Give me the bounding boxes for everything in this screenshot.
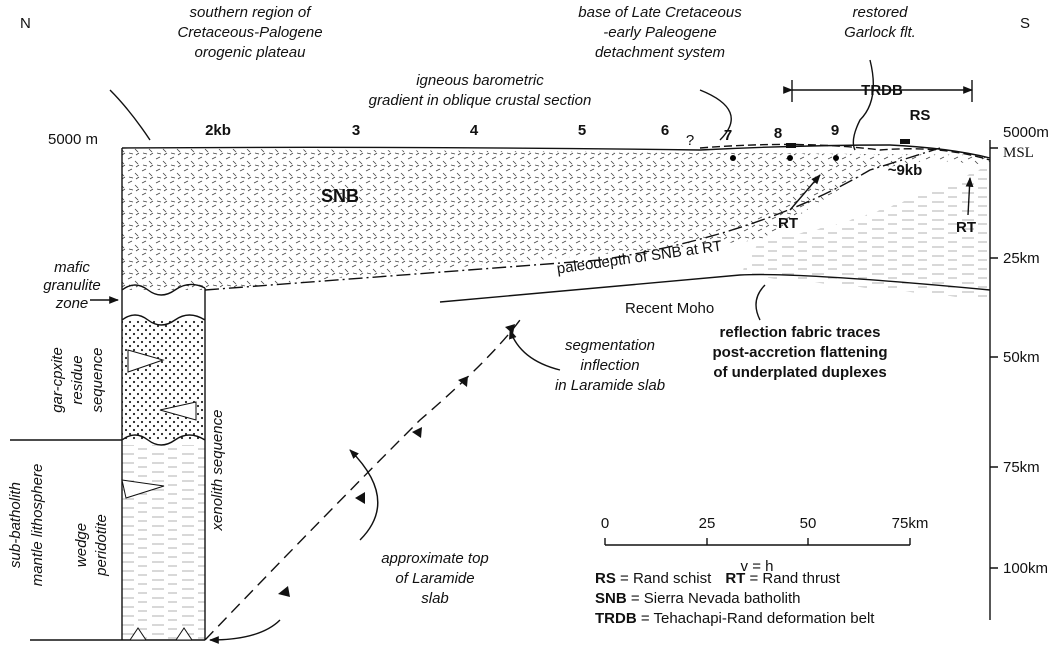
annotation: inflection — [580, 357, 639, 374]
pressure: ~9kb — [888, 162, 923, 179]
annotation: residue — [69, 355, 86, 404]
annotation: in Laramide slab — [555, 377, 665, 394]
annotation: Garlock flt. — [844, 24, 916, 41]
label-part: = Rand schist — [616, 570, 712, 587]
label-part: RT — [725, 570, 745, 587]
legend-entry: RS = Rand schist RT = Rand thrust — [595, 570, 841, 587]
annotation: sequence — [89, 347, 106, 412]
depth-label: 50km — [1003, 349, 1040, 366]
left-axis: 5000 m — [48, 131, 98, 148]
annotation: peridotite — [93, 514, 110, 577]
annotation: post-accretion flattening — [712, 344, 887, 361]
annotation: mafic — [54, 259, 90, 276]
annotation: segmentation — [565, 337, 655, 354]
annotation: base of Late Cretaceous — [578, 4, 742, 21]
rt-label: RT — [778, 215, 798, 232]
annotation: Cretaceous-Palogene — [177, 24, 322, 41]
trdb-label: TRDB — [861, 82, 903, 99]
legend-entry: SNB = Sierra Nevada batholith — [595, 590, 801, 607]
scale-tick: 25 — [699, 515, 716, 532]
annotation: orogenic plateau — [195, 44, 307, 61]
annotation: of Laramide — [395, 570, 474, 587]
annotation: granulite — [43, 277, 101, 294]
rt-label: RT — [956, 219, 976, 236]
depth-label: 75km — [1003, 459, 1040, 476]
label-part: = Tehachapi-Rand deformation belt — [637, 610, 876, 627]
annotation: southern region of — [190, 4, 313, 21]
pressure: 7 — [724, 127, 732, 144]
scale-tick: 50 — [800, 515, 817, 532]
pressure: 6 — [661, 122, 669, 139]
depth-label: 5000m — [1003, 124, 1049, 141]
annotation: sub-batholith — [7, 482, 24, 568]
annotation: slab — [421, 590, 449, 607]
label-part: RS — [595, 570, 616, 587]
pressure: 8 — [774, 125, 782, 142]
snb-label: SNB — [321, 186, 359, 206]
annotation: mantle lithosphere — [29, 464, 46, 587]
annotation: xenolith sequence — [209, 410, 226, 532]
south: S — [1020, 15, 1030, 32]
label-part: = Rand thrust — [745, 570, 840, 587]
label-part: = Sierra Nevada batholith — [627, 590, 801, 607]
pressure: 5 — [578, 122, 586, 139]
annotation: of underplated duplexes — [713, 364, 886, 381]
annotation: wedge — [73, 523, 90, 567]
pressure: 9 — [831, 122, 839, 139]
annotation: restored — [852, 4, 908, 21]
depth-label: MSL — [1003, 145, 1034, 161]
label-part: SNB — [595, 590, 627, 607]
pressure: 3 — [352, 122, 360, 139]
cross-section: N S 5000 m southern region of Cretaceous… — [0, 0, 1054, 650]
pressure: 4 — [470, 122, 479, 139]
annotation: zone — [55, 295, 89, 312]
rs-label: RS — [910, 107, 931, 124]
moho-label: Recent Moho — [625, 300, 714, 317]
scale-tick: 0 — [601, 515, 609, 532]
annotation: detachment system — [595, 44, 725, 61]
depth-label: 25km — [1003, 250, 1040, 267]
annotation: gar-cpxite — [49, 347, 66, 413]
scale-tick: 75km — [892, 515, 929, 532]
label-part: TRDB — [595, 610, 637, 627]
legend-entry: TRDB = Tehachapi-Rand deformation belt — [595, 610, 875, 627]
annotation: approximate top — [381, 550, 489, 567]
annotation: -early Paleogene — [603, 24, 716, 41]
depth-label: 100km — [1003, 560, 1048, 577]
annotation: reflection fabric traces — [720, 324, 881, 341]
annotation: gradient in oblique crustal section — [369, 92, 592, 109]
pressure: 2kb — [205, 122, 231, 139]
north: N — [20, 15, 31, 32]
annotation: igneous barometric — [416, 72, 544, 89]
pressure: ? — [686, 132, 694, 149]
